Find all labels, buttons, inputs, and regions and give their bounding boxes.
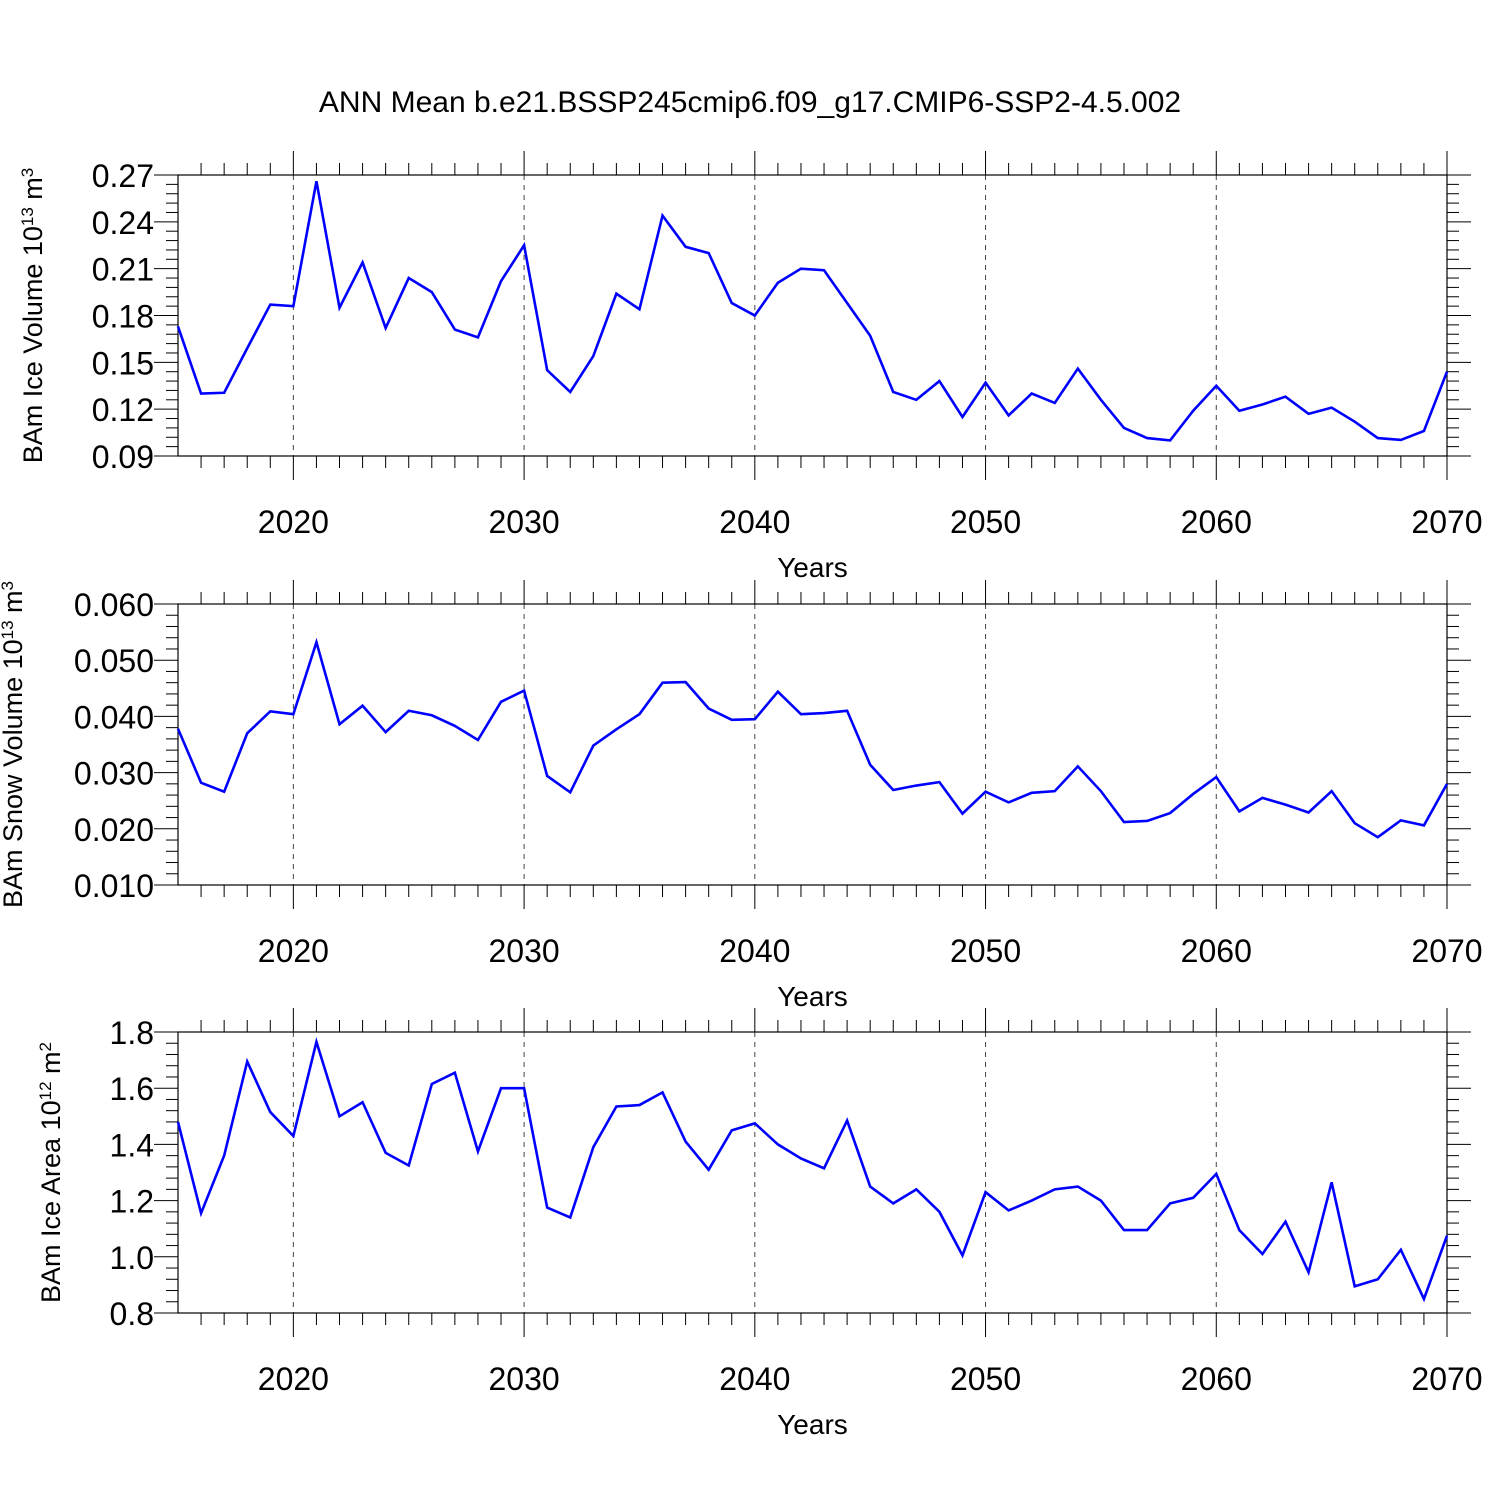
panel-1: 0.09 0.12 0.15 0.18 0.21 0.24 0.27 2020 2030 2040…	[18, 151, 1483, 583]
y-tick-label: 1.8	[110, 1015, 154, 1051]
x-tick-label: 2070	[1411, 933, 1482, 969]
x-tick-label: 2050	[950, 504, 1021, 540]
panel-3: 0.8 1.0 1.2 1.4 1.6 1.8 2020 2030 2040 2050 2060 20…	[36, 1008, 1483, 1440]
x-tick-label: 2060	[1181, 1361, 1252, 1397]
y-tick-label: 0.010	[74, 868, 154, 904]
y-tick-label: 0.040	[74, 699, 154, 735]
y-tick-label: 0.060	[74, 587, 154, 623]
x-tick-label: 2050	[950, 1361, 1021, 1397]
x-tick-label: 2040	[719, 933, 790, 969]
y-tick-label: 0.18	[92, 299, 154, 335]
y-tick-label: 0.030	[74, 756, 154, 792]
y-tick-label: 0.050	[74, 643, 154, 679]
x-tick-label: 2050	[950, 933, 1021, 969]
x-tick-label: 2020	[258, 1361, 329, 1397]
y-axis-label: BAm Ice Area 1012 m2	[36, 1042, 67, 1303]
y-tick-label: 0.12	[92, 392, 154, 428]
x-axis-label: Years	[777, 1409, 848, 1440]
x-axis-label: Years	[777, 552, 848, 583]
y-tick-label: 1.0	[110, 1240, 154, 1276]
x-tick-label: 2060	[1181, 933, 1252, 969]
y-tick-label: 0.8	[110, 1296, 154, 1332]
x-tick-label: 2070	[1411, 1361, 1482, 1397]
panel-2: 0.010 0.020 0.030 0.040 0.050 0.060 2020 2030 20…	[0, 580, 1483, 1012]
y-axis-label: BAm Snow Volume 1013 m3	[0, 581, 28, 908]
panels: 0.09 0.12 0.15 0.18 0.21 0.24 0.27 2020 2030 2040…	[0, 151, 1483, 1440]
y-tick-label: 0.09	[92, 439, 154, 475]
y-axis-label: BAm Ice Volume 1013 m3	[18, 168, 49, 464]
y-tick-label: 0.27	[92, 158, 154, 194]
x-tick-label: 2020	[258, 933, 329, 969]
x-tick-label: 2030	[488, 504, 559, 540]
x-tick-label: 2060	[1181, 504, 1252, 540]
x-tick-label: 2040	[719, 1361, 790, 1397]
y-tick-label: 1.4	[110, 1127, 154, 1163]
series-line	[176, 637, 1449, 839]
plot-frame	[177, 603, 1448, 886]
x-tick-label: 2040	[719, 504, 790, 540]
y-tick-label: 1.2	[110, 1184, 154, 1220]
y-tick-label: 0.020	[74, 812, 154, 848]
y-tick-label: 0.15	[92, 345, 154, 381]
x-tick-label: 2070	[1411, 504, 1482, 540]
y-tick-label: 0.21	[92, 252, 154, 288]
series-line	[176, 1036, 1449, 1303]
x-tick-label: 2020	[258, 504, 329, 540]
plot-frame	[177, 174, 1448, 457]
x-tick-label: 2030	[488, 933, 559, 969]
series-line	[176, 181, 1449, 442]
y-tick-label: 1.6	[110, 1071, 154, 1107]
y-tick-label: 0.24	[92, 205, 154, 241]
plot-frame	[177, 1031, 1448, 1314]
x-tick-label: 2030	[488, 1361, 559, 1397]
x-axis-label: Years	[777, 981, 848, 1012]
chart-title: ANN Mean b.e21.BSSP245cmip6.f09_g17.CMIP…	[319, 86, 1181, 119]
